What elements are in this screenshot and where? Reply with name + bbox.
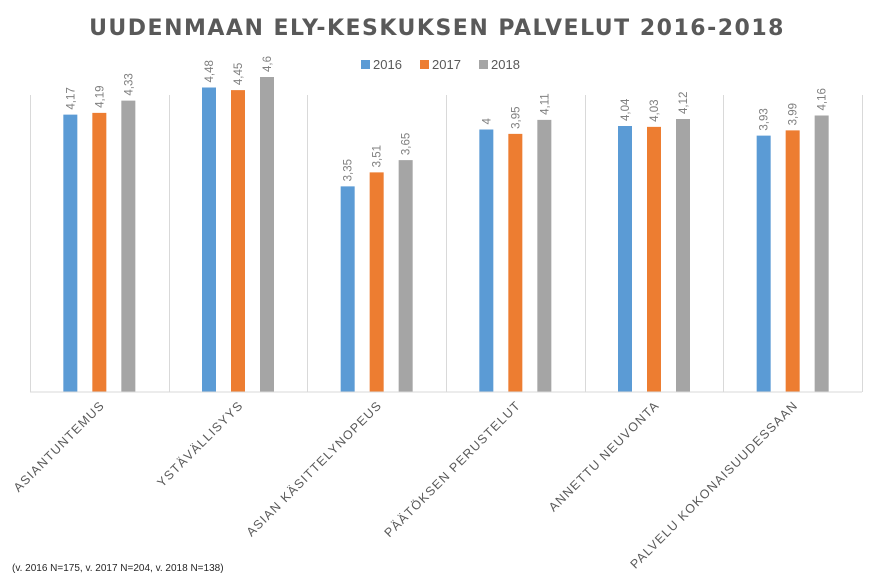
data-label: 4,12 [678,92,690,114]
legend-label-2017: 2017 [432,57,461,72]
bar-2017-3 [369,172,384,392]
data-label: 3,35 [343,159,355,181]
sample-size-footnote: (v. 2016 N=175, v. 2017 N=204, v. 2018 N… [12,563,224,574]
bar-2018-2 [260,77,274,392]
legend-label-2018: 2018 [491,57,520,72]
category-label: ASIANTUNTEMUS [11,398,108,495]
legend-swatch-2018 [479,60,488,69]
bar-2016-5 [618,126,632,392]
data-label: 4,11 [539,93,551,115]
data-label: 4,03 [649,99,661,121]
data-label: 3,65 [401,133,413,155]
bar-2016-2 [202,87,216,392]
data-label: 4,33 [123,73,135,95]
chart-title: UUDENMAAN ELY-KESKUKSEN PALVELUT 2016-20… [89,16,785,41]
bar-2017-2 [231,90,245,392]
category-label: ASIAN KÄSITTELYNOPEUS [244,398,385,539]
data-label: 4 [481,118,493,125]
legend-swatch-2017 [420,60,429,69]
data-label: 4,16 [817,88,829,110]
bar-2017-6 [785,130,800,392]
bar-2016-6 [756,135,771,392]
data-label: 3,51 [372,145,384,167]
data-label: 4,17 [65,87,77,109]
category-label: YSTÄVÄLLISYYS [154,398,246,490]
bar-2016-3 [340,186,355,392]
category-label: ANNETTU NEUVONTA [546,398,662,514]
bar-2017-1 [92,112,107,392]
data-label: 4,6 [262,56,274,72]
bars [63,77,829,392]
data-label: 3,95 [510,106,522,128]
data-label: 4,45 [233,63,245,85]
bar-2017-4 [508,133,523,392]
bar-2018-6 [814,115,829,392]
category-label: PÄÄTÖKSEN PERUSTELUT [382,398,524,540]
category-label: PALVELU KOKONAISUUDESSAAN [628,398,801,571]
legend: 2016 2017 2018 [361,57,520,72]
legend-label-2016: 2016 [373,57,402,72]
data-label: 3,99 [788,103,800,125]
bar-2018-5 [676,119,690,392]
bar-2016-1 [63,114,78,392]
bar-2016-4 [479,129,494,392]
data-label: 4,04 [620,98,632,121]
data-label: 4,19 [94,85,106,107]
bar-2018-4 [537,119,552,392]
data-label: 3,93 [759,108,771,130]
bar-2017-5 [647,126,661,392]
data-labels: 4,17 4,19 4,33 4,48 4,45 4,6 3,35 3,51 3,65 4 3,95… [65,56,828,181]
bar-2018-1 [121,100,136,392]
category-gridlines [30,95,863,392]
legend-swatch-2016 [361,60,370,69]
bar-2018-3 [398,160,413,392]
data-label: 4,48 [204,60,216,82]
